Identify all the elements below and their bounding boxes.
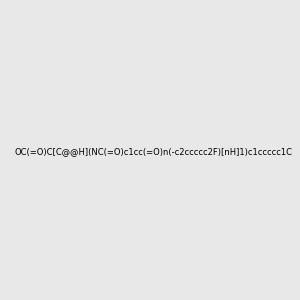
- Text: OC(=O)C[C@@H](NC(=O)c1cc(=O)n(-c2ccccc2F)[nH]1)c1ccccc1C: OC(=O)C[C@@H](NC(=O)c1cc(=O)n(-c2ccccc2F…: [15, 147, 293, 156]
